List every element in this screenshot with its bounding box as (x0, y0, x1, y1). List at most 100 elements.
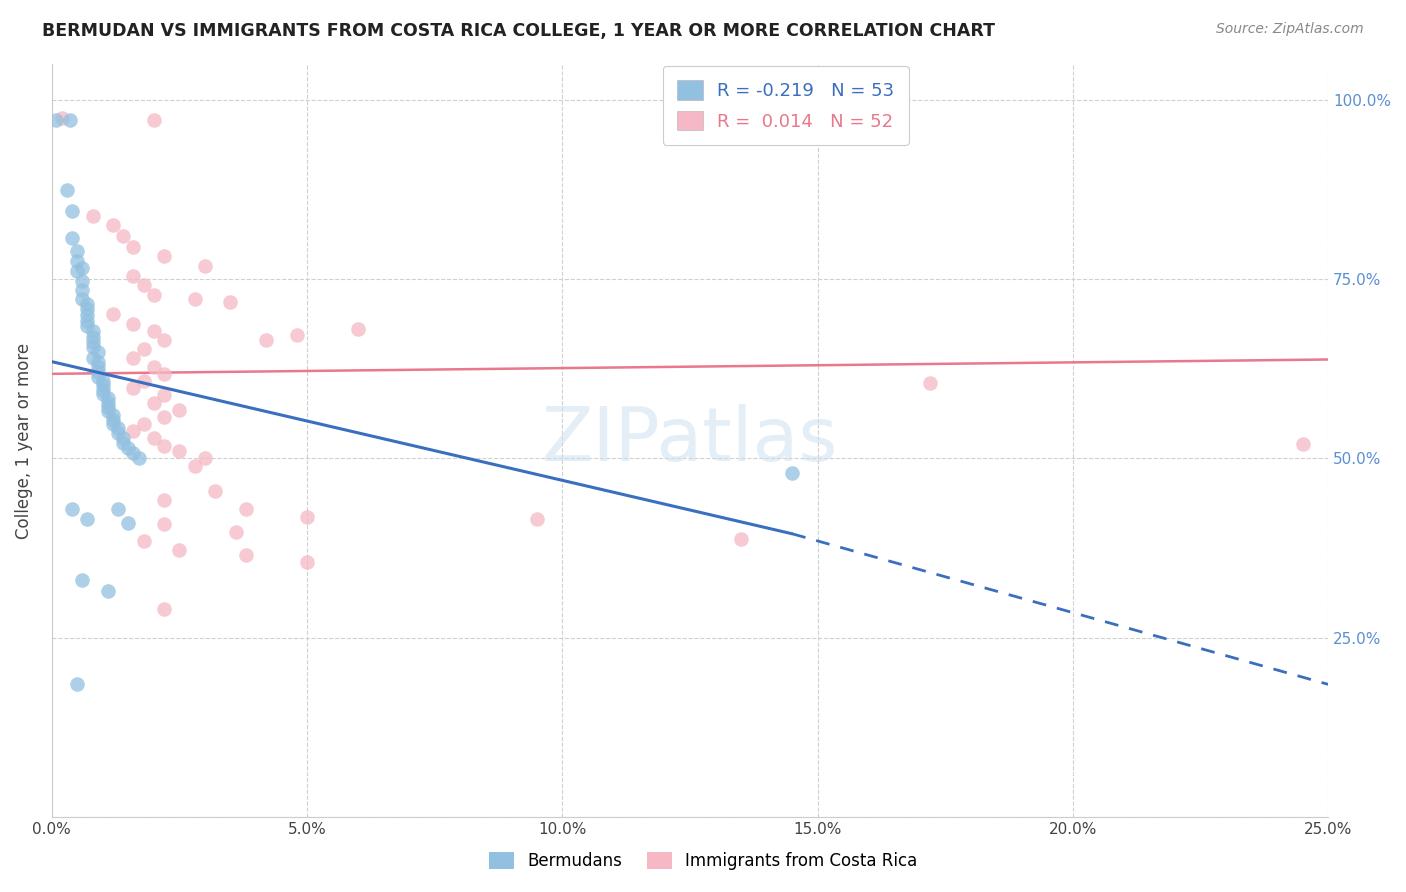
Point (526, 512, 548, 526)
Y-axis label: College, 1 year or more: College, 1 year or more (15, 343, 32, 539)
Point (45, 113, 67, 128)
Point (76, 297, 98, 311)
Point (117, 441, 139, 455)
Point (153, 602, 176, 616)
Point (918, 376, 941, 391)
Point (122, 424, 145, 438)
Point (122, 268, 145, 283)
Point (112, 435, 135, 450)
Point (132, 277, 155, 292)
Point (101, 417, 124, 431)
Point (142, 324, 165, 338)
Point (56, 182, 79, 196)
Point (194, 260, 217, 274)
Point (153, 409, 176, 424)
Point (112, 431, 135, 445)
Point (169, 402, 191, 417)
Legend: R = -0.219   N = 53, R =  0.014   N = 52: R = -0.219 N = 53, R = 0.014 N = 52 (662, 65, 908, 145)
Point (132, 343, 155, 357)
Legend: Bermudans, Immigrants from Costa Rica: Bermudans, Immigrants from Costa Rica (482, 845, 924, 877)
Point (66, 244, 89, 258)
Point (122, 317, 145, 331)
Point (82, 351, 104, 365)
Point (122, 381, 145, 395)
Point (183, 292, 205, 306)
Point (285, 328, 308, 343)
Point (101, 219, 124, 233)
Point (235, 501, 257, 516)
Point (51, 111, 73, 125)
Point (132, 417, 155, 431)
Point (97, 391, 120, 405)
Point (101, 413, 124, 427)
Point (66, 254, 89, 268)
Point (225, 524, 247, 539)
Point (235, 548, 257, 562)
Point (76, 318, 98, 333)
Point (122, 240, 145, 254)
Point (183, 458, 205, 473)
Point (97, 395, 120, 409)
Point (91, 378, 114, 392)
Point (122, 351, 145, 365)
Point (204, 483, 226, 498)
Point (91, 383, 114, 397)
Point (86, 359, 108, 374)
Point (295, 510, 318, 524)
Point (153, 517, 176, 532)
Text: BERMUDAN VS IMMIGRANTS FROM COSTA RICA COLLEGE, 1 YEAR OR MORE CORRELATION CHART: BERMUDAN VS IMMIGRANTS FROM COSTA RICA C… (42, 22, 995, 40)
Point (86, 345, 108, 359)
Point (66, 677, 89, 691)
Point (76, 302, 98, 317)
Point (76, 308, 98, 322)
Point (142, 431, 165, 445)
Point (86, 365, 108, 379)
Point (153, 249, 176, 263)
Point (153, 438, 176, 452)
Point (112, 229, 135, 244)
Point (60, 204, 83, 219)
Text: ZIPatlas: ZIPatlas (541, 404, 838, 477)
Point (86, 354, 108, 368)
Point (254, 333, 277, 347)
Point (169, 543, 191, 558)
Point (82, 324, 104, 338)
Point (153, 367, 176, 381)
Point (66, 263, 89, 277)
Point (86, 369, 108, 384)
Point (97, 400, 120, 414)
Point (1291, 437, 1313, 451)
Point (72, 283, 94, 297)
Point (194, 451, 217, 466)
Point (132, 374, 155, 388)
Point (101, 409, 124, 423)
Point (107, 421, 129, 435)
Point (128, 451, 150, 466)
Text: Source: ZipAtlas.com: Source: ZipAtlas.com (1216, 22, 1364, 37)
Point (153, 388, 176, 402)
Point (59, 113, 82, 128)
Point (153, 493, 176, 508)
Point (101, 307, 124, 321)
Point (91, 374, 114, 388)
Point (97, 404, 120, 418)
Point (142, 113, 165, 128)
Point (107, 426, 129, 441)
Point (82, 335, 104, 350)
Point (82, 329, 104, 343)
Point (132, 533, 155, 548)
Point (169, 444, 191, 458)
Point (730, 532, 752, 546)
Point (76, 512, 98, 526)
Point (82, 340, 104, 354)
Point (142, 288, 165, 302)
Point (72, 292, 94, 306)
Point (97, 584, 120, 599)
Point (142, 395, 165, 409)
Point (295, 556, 318, 570)
Point (780, 466, 803, 480)
Point (82, 209, 104, 223)
Point (60, 230, 83, 244)
Point (219, 295, 242, 310)
Point (72, 261, 94, 276)
